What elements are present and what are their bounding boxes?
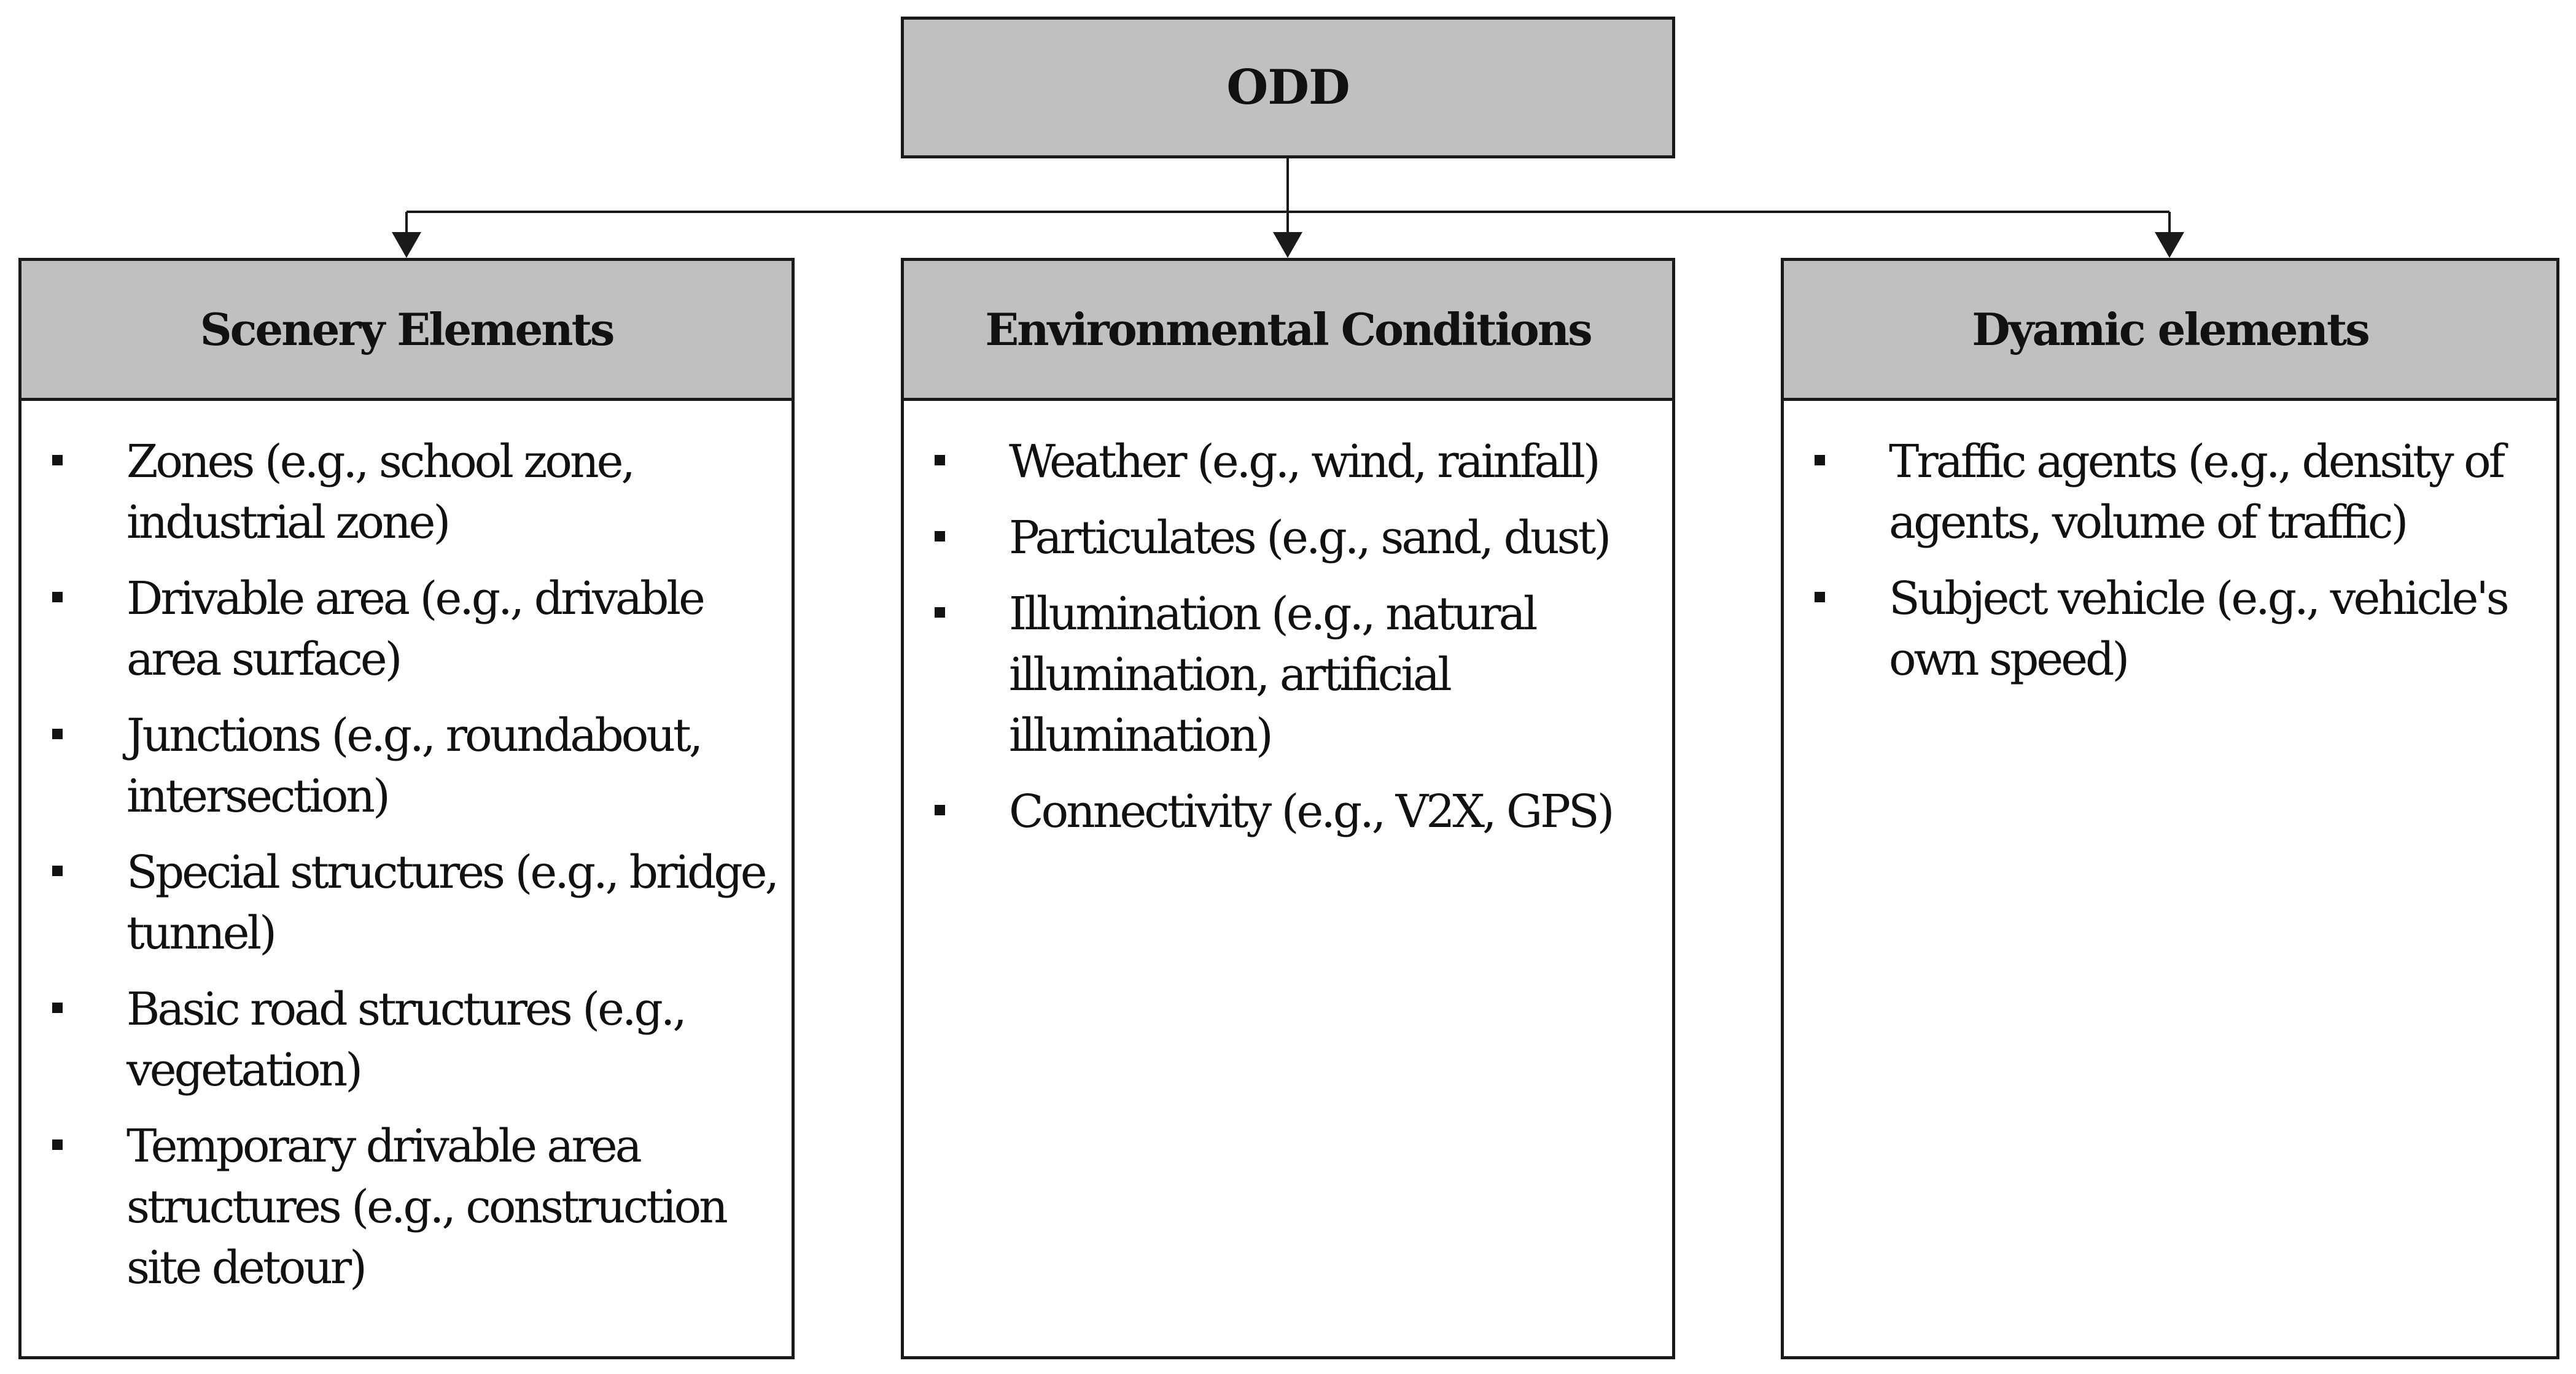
list-item-text: Illumination (e.g., natural illumination… — [1009, 588, 1538, 762]
square-bullet-icon — [1815, 455, 1825, 465]
list-item: Junctions (e.g., roundabout, intersectio… — [21, 705, 779, 827]
square-bullet-icon — [52, 866, 63, 876]
list-item-text: Connectivity (e.g., V2X, GPS) — [1009, 785, 1615, 838]
list-item: Basic road structures (e.g., vegetation) — [21, 979, 779, 1101]
list-item: Traffic agents (e.g., density of agents,… — [1784, 432, 2544, 553]
list-item-text: Zones (e.g., school zone, industrial zon… — [126, 435, 636, 549]
dynamic-elements-title: Dyamic elements — [1972, 303, 2370, 355]
list-item-text: Weather (e.g., wind, rainfall) — [1009, 435, 1601, 488]
scenery-elements-node: Scenery Elements Zones (e.g., school zon… — [18, 258, 795, 1359]
list-item: Connectivity (e.g., V2X, GPS) — [904, 782, 1660, 842]
environmental-conditions-node: Environmental Conditions Weather (e.g., … — [901, 258, 1675, 1359]
dynamic-elements-header: Dyamic elements — [1784, 261, 2556, 401]
list-item: Zones (e.g., school zone, industrial zon… — [21, 432, 779, 553]
list-item: Temporary drivable area structures (e.g.… — [21, 1116, 779, 1298]
odd-root-node: ODD — [901, 17, 1675, 158]
environmental-conditions-list: Weather (e.g., wind, rainfall) Particula… — [904, 401, 1672, 842]
square-bullet-icon — [1815, 592, 1825, 602]
list-item-text: Temporary drivable area structures (e.g.… — [126, 1120, 728, 1294]
list-item: Subject vehicle (e.g., vehicle's own spe… — [1784, 569, 2544, 690]
environmental-conditions-header: Environmental Conditions — [904, 261, 1672, 401]
square-bullet-icon — [52, 1139, 63, 1150]
square-bullet-icon — [52, 592, 63, 602]
list-item-text: Traffic agents (e.g., density of agents,… — [1889, 435, 2505, 549]
list-item-text: Subject vehicle (e.g., vehicle's own spe… — [1889, 572, 2510, 686]
scenery-elements-title: Scenery Elements — [200, 303, 615, 355]
arrowhead-environmental — [1273, 232, 1302, 258]
square-bullet-icon — [52, 1003, 63, 1013]
list-item: Particulates (e.g., sand, dust) — [904, 508, 1660, 569]
square-bullet-icon — [52, 455, 63, 465]
square-bullet-icon — [52, 729, 63, 739]
dynamic-elements-list: Traffic agents (e.g., density of agents,… — [1784, 401, 2556, 690]
square-bullet-icon — [935, 607, 945, 618]
square-bullet-icon — [935, 455, 945, 465]
environmental-conditions-title: Environmental Conditions — [985, 303, 1592, 355]
scenery-elements-header: Scenery Elements — [21, 261, 792, 401]
arrowhead-scenery — [392, 232, 421, 258]
list-item-text: Special structures (e.g., bridge, tunnel… — [126, 846, 779, 960]
list-item-text: Junctions (e.g., roundabout, intersectio… — [126, 709, 703, 823]
list-item-text: Drivable area (e.g., drivable area surfa… — [126, 572, 706, 686]
list-item: Special structures (e.g., bridge, tunnel… — [21, 842, 779, 964]
list-item-text: Particulates (e.g., sand, dust) — [1009, 511, 1611, 564]
list-item: Illumination (e.g., natural illumination… — [904, 584, 1660, 766]
scenery-elements-list: Zones (e.g., school zone, industrial zon… — [21, 401, 792, 1298]
odd-root-title: ODD — [1226, 60, 1350, 115]
dynamic-elements-node: Dyamic elements Traffic agents (e.g., de… — [1781, 258, 2559, 1359]
arrowhead-dynamic — [2155, 232, 2184, 258]
list-item-text: Basic road structures (e.g., vegetation) — [126, 983, 687, 1096]
square-bullet-icon — [935, 805, 945, 815]
list-item: Drivable area (e.g., drivable area surfa… — [21, 569, 779, 690]
list-item: Weather (e.g., wind, rainfall) — [904, 432, 1660, 492]
square-bullet-icon — [935, 531, 945, 541]
